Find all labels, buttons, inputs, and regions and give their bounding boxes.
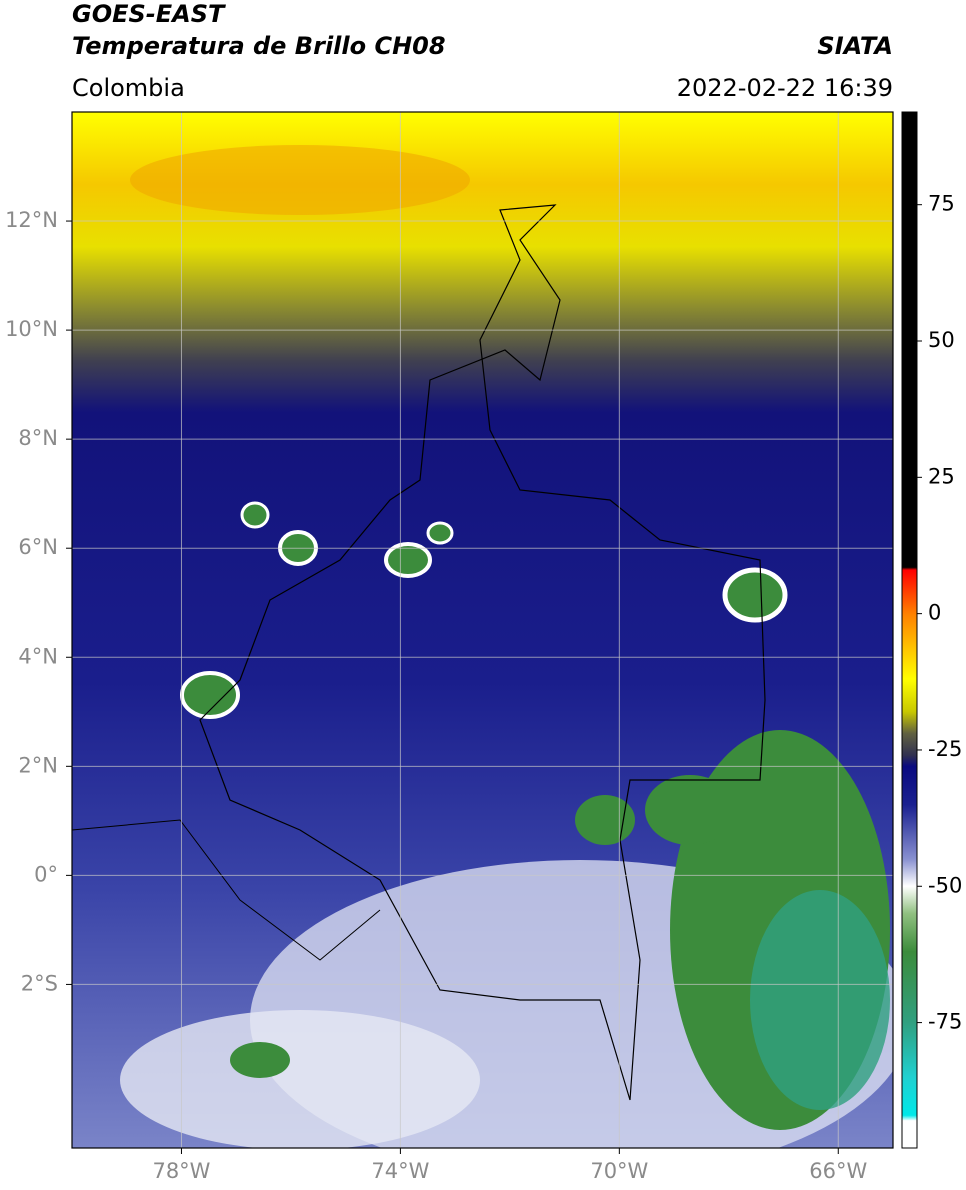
y-tick-label: 4°N [18, 644, 58, 668]
y-tick-label: 12°N [5, 208, 58, 232]
title: Temperatura de Brillo CH08 [72, 32, 446, 60]
source: SIATA [817, 32, 893, 60]
colorbar [901, 111, 918, 1149]
region: Colombia [72, 74, 185, 102]
datetime: 2022-02-22 16:39 [677, 74, 893, 102]
colorbar-tick-label: -25 [928, 737, 962, 761]
y-tick-label: 2°N [18, 753, 58, 777]
graticule [72, 112, 893, 1148]
y-tick-label: 8°N [18, 426, 58, 450]
colorbar-tick-label: 50 [928, 328, 955, 352]
colorbar-tick-label: -75 [928, 1010, 962, 1034]
y-tick-label: 2°S [21, 971, 58, 995]
colorbar-tick-label: 0 [928, 601, 941, 625]
x-tick-label: 78°W [152, 1159, 210, 1183]
title: GOES-EAST [72, 0, 226, 28]
colorbar-tick-label: 75 [928, 192, 955, 216]
satellite-image [72, 112, 893, 1148]
x-tick-label: 70°W [590, 1159, 648, 1183]
x-tick-label: 74°W [371, 1159, 429, 1183]
y-tick-label: 0° [34, 862, 58, 886]
x-tick-label: 66°W [809, 1159, 867, 1183]
y-tick-label: 6°N [18, 535, 58, 559]
map-frame [71, 111, 894, 1149]
colorbar-tick-label: -50 [928, 873, 962, 897]
colorbar-tick-label: 25 [928, 464, 955, 488]
y-tick-label: 10°N [5, 317, 58, 341]
